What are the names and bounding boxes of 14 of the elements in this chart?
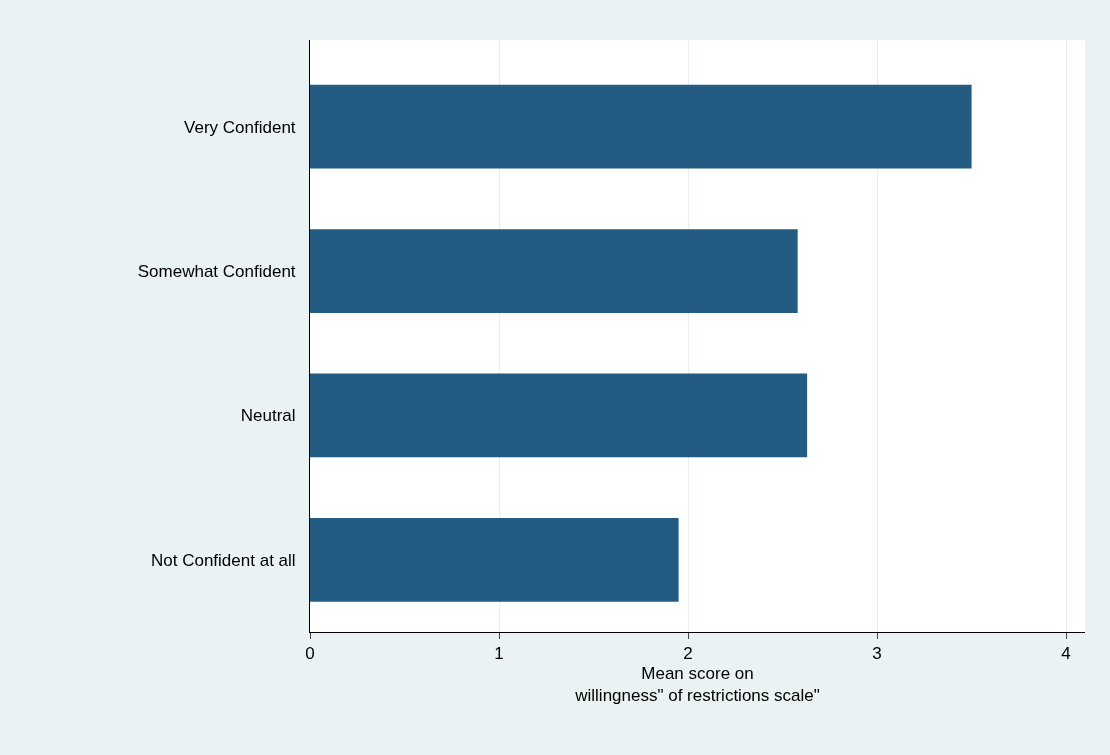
x-tick-label: 2: [683, 644, 693, 664]
y-tick-label: Neutral: [240, 406, 296, 426]
y-tick-label: Very Confident: [184, 117, 296, 137]
x-axis-title: Mean score on willingness" of restrictions scale": [574, 663, 820, 705]
y-tick-label: Somewhat Confident: [137, 261, 296, 281]
x-tick-label: 4: [1061, 644, 1071, 664]
x-tick-label: 3: [872, 644, 882, 664]
y-tick-label: Not Confident at all: [151, 550, 296, 570]
x-tick-label: 0: [305, 644, 315, 664]
x-tick-label: 1: [494, 644, 504, 664]
bar: [310, 229, 798, 313]
bar: [310, 84, 972, 169]
bar: [310, 517, 679, 602]
bar: [310, 373, 808, 458]
